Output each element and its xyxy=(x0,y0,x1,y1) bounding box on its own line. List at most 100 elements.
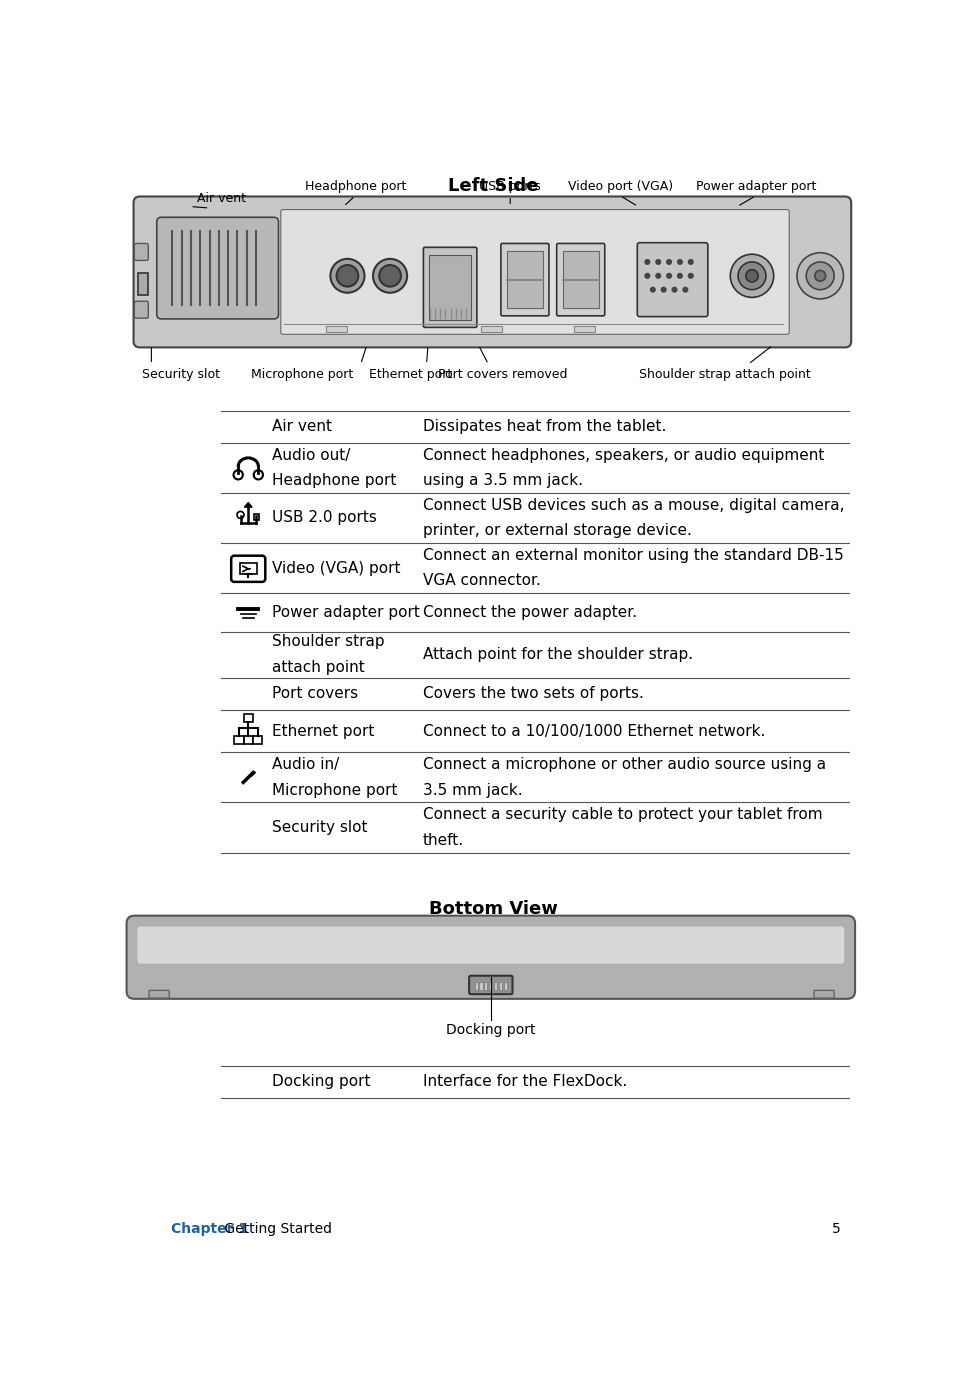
Text: Port covers: Port covers xyxy=(272,686,357,701)
Text: Microphone port: Microphone port xyxy=(251,368,353,381)
Text: Port covers removed: Port covers removed xyxy=(438,368,567,381)
Bar xyxy=(139,273,147,295)
Bar xyxy=(253,736,262,743)
Text: Air vent: Air vent xyxy=(196,192,246,204)
Text: Security slot: Security slot xyxy=(143,368,221,381)
Bar xyxy=(234,736,244,743)
Bar xyxy=(481,326,503,332)
FancyBboxPatch shape xyxy=(563,251,599,308)
Text: Headphone port: Headphone port xyxy=(304,179,405,193)
FancyBboxPatch shape xyxy=(231,556,265,582)
Text: Connect an external monitor using the standard DB-15: Connect an external monitor using the st… xyxy=(423,547,844,563)
Circle shape xyxy=(797,252,844,298)
Circle shape xyxy=(689,273,693,279)
Bar xyxy=(499,981,502,990)
FancyBboxPatch shape xyxy=(134,196,851,347)
Text: Left Side: Left Side xyxy=(448,178,538,195)
Bar xyxy=(244,736,253,743)
Text: Connect the power adapter.: Connect the power adapter. xyxy=(423,605,637,620)
Circle shape xyxy=(237,511,244,518)
Circle shape xyxy=(253,470,263,479)
Text: using a 3.5 mm jack.: using a 3.5 mm jack. xyxy=(423,473,583,489)
Text: USB 2.0 ports: USB 2.0 ports xyxy=(272,511,377,525)
Circle shape xyxy=(738,262,766,290)
Text: Chapter 1: Chapter 1 xyxy=(170,1222,247,1236)
Text: theft.: theft. xyxy=(423,833,464,848)
Text: Covers the two sets of ports.: Covers the two sets of ports. xyxy=(423,686,643,701)
Circle shape xyxy=(745,270,758,281)
Text: Microphone port: Microphone port xyxy=(272,783,397,798)
Bar xyxy=(325,326,348,332)
Text: Interface for the FlexDock.: Interface for the FlexDock. xyxy=(423,1074,627,1089)
FancyBboxPatch shape xyxy=(638,242,708,316)
Text: Audio out/: Audio out/ xyxy=(272,448,350,462)
Circle shape xyxy=(662,287,666,293)
Text: Audio in/: Audio in/ xyxy=(272,757,339,771)
FancyBboxPatch shape xyxy=(557,244,605,316)
Text: Headphone port: Headphone port xyxy=(272,473,396,489)
FancyBboxPatch shape xyxy=(424,248,477,328)
Circle shape xyxy=(645,259,650,265)
Text: 3.5 mm jack.: 3.5 mm jack. xyxy=(423,783,522,798)
FancyBboxPatch shape xyxy=(429,255,472,319)
Text: Video (VGA) port: Video (VGA) port xyxy=(272,560,400,575)
Circle shape xyxy=(337,265,358,287)
FancyBboxPatch shape xyxy=(149,990,169,998)
Circle shape xyxy=(373,259,407,293)
Text: Ethernet port: Ethernet port xyxy=(272,724,374,739)
Circle shape xyxy=(656,273,661,279)
Circle shape xyxy=(678,273,682,279)
Bar xyxy=(504,981,507,990)
Text: Connect headphones, speakers, or audio equipment: Connect headphones, speakers, or audio e… xyxy=(423,448,824,462)
FancyBboxPatch shape xyxy=(126,916,855,998)
FancyBboxPatch shape xyxy=(134,301,148,318)
Text: VGA connector.: VGA connector. xyxy=(423,574,540,588)
FancyBboxPatch shape xyxy=(814,990,834,998)
FancyBboxPatch shape xyxy=(134,244,148,260)
Text: Dissipates heat from the tablet.: Dissipates heat from the tablet. xyxy=(423,419,666,434)
Circle shape xyxy=(645,273,650,279)
Circle shape xyxy=(730,255,773,297)
FancyBboxPatch shape xyxy=(281,210,790,335)
Circle shape xyxy=(330,259,365,293)
Polygon shape xyxy=(245,503,252,507)
Text: Connect a microphone or other audio source using a: Connect a microphone or other audio sour… xyxy=(423,757,825,771)
Bar xyxy=(489,981,492,990)
Text: Getting Started: Getting Started xyxy=(221,1222,332,1236)
Circle shape xyxy=(666,259,671,265)
Text: Ethernet port: Ethernet port xyxy=(370,368,453,381)
Circle shape xyxy=(678,259,682,265)
Circle shape xyxy=(806,262,834,290)
Text: Docking port: Docking port xyxy=(272,1074,370,1089)
Text: Power adapter port: Power adapter port xyxy=(695,179,816,193)
Text: printer, or external storage device.: printer, or external storage device. xyxy=(423,524,691,539)
Bar xyxy=(494,981,497,990)
Text: Connect a security cable to protect your tablet from: Connect a security cable to protect your… xyxy=(423,808,822,822)
Bar xyxy=(480,981,482,990)
Circle shape xyxy=(666,273,671,279)
Text: Video port (VGA): Video port (VGA) xyxy=(567,179,673,193)
Text: Bottom View: Bottom View xyxy=(429,900,558,918)
Bar xyxy=(574,326,595,332)
Circle shape xyxy=(672,287,677,293)
Bar xyxy=(484,981,487,990)
Bar xyxy=(253,514,259,519)
Circle shape xyxy=(683,287,688,293)
Text: Connect USB devices such as a mouse, digital camera,: Connect USB devices such as a mouse, dig… xyxy=(423,497,845,512)
Circle shape xyxy=(233,470,243,479)
Text: Docking port: Docking port xyxy=(446,1023,535,1037)
Circle shape xyxy=(815,270,825,281)
FancyBboxPatch shape xyxy=(157,217,278,319)
Circle shape xyxy=(656,259,661,265)
Circle shape xyxy=(379,265,401,287)
Text: Connect to a 10/100/1000 Ethernet network.: Connect to a 10/100/1000 Ethernet networ… xyxy=(423,724,765,739)
FancyBboxPatch shape xyxy=(240,563,257,574)
Circle shape xyxy=(689,259,693,265)
Text: Shoulder strap attach point: Shoulder strap attach point xyxy=(639,368,811,381)
Bar xyxy=(475,981,478,990)
FancyBboxPatch shape xyxy=(469,976,512,994)
Bar xyxy=(244,714,253,722)
Text: USB ports: USB ports xyxy=(480,179,541,193)
FancyBboxPatch shape xyxy=(508,251,543,308)
Text: Security slot: Security slot xyxy=(272,820,367,834)
